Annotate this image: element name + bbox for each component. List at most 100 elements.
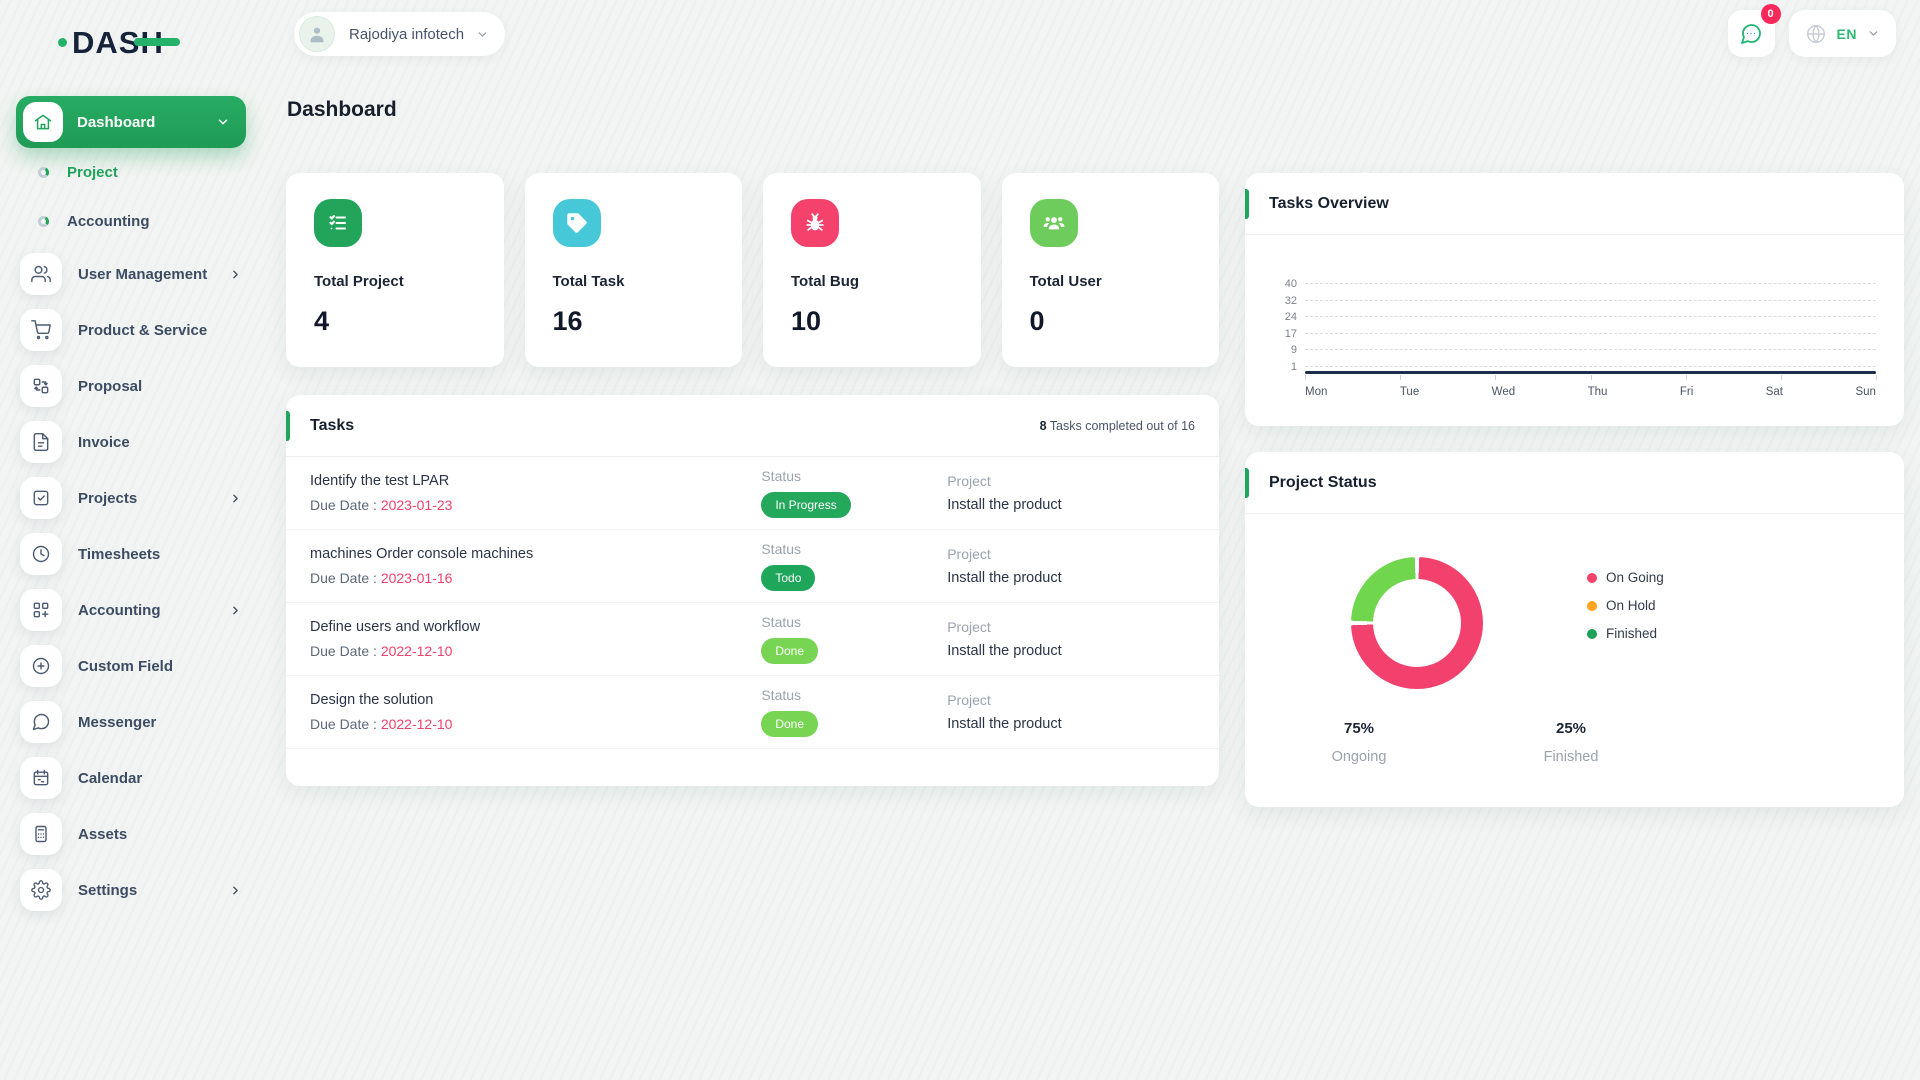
stat-card-total-task: Total Task 16 [524, 173, 742, 367]
task-due-date: Due Date : 2023-01-16 [310, 570, 453, 586]
task-row[interactable]: Define users and workflow Due Date : 202… [286, 603, 1219, 676]
sidebar-item-settings[interactable]: Settings [0, 862, 262, 918]
sidebar-item-label: Messenger [78, 713, 157, 731]
chevron-right-icon [233, 494, 238, 502]
project-status-header: Project Status [1245, 452, 1904, 514]
stat-value: 10 [791, 306, 822, 336]
project-label: Project [947, 546, 991, 562]
status-label: Status [761, 614, 802, 630]
task-title: Design the solution [310, 692, 434, 708]
stat-value: 0 [1029, 306, 1045, 336]
project-status-panel: Project Status On Going On Hold Finished… [1245, 452, 1904, 807]
chevron-down-icon [218, 119, 228, 125]
sidebar-item-product-service[interactable]: Product & Service [0, 302, 262, 358]
users-icon [20, 253, 62, 295]
x-axis-label: Tue [1399, 386, 1420, 398]
globe-icon [1806, 24, 1825, 43]
stat-value: 16 [552, 306, 583, 336]
y-axis-tick: 9 [1290, 344, 1297, 357]
sidebar-item-messenger[interactable]: Messenger [0, 694, 262, 750]
sidebar-item-project[interactable]: Project [0, 148, 262, 197]
checklist-icon [314, 199, 362, 247]
legend-dot [1587, 572, 1597, 583]
sidebar-item-assets[interactable]: Assets [0, 806, 262, 862]
bug-icon [791, 199, 839, 247]
stat-label: Total User [1029, 273, 1102, 290]
stat-label: Total Bug [791, 273, 860, 290]
stat-card-total-bug: Total Bug 10 [763, 173, 981, 367]
sidebar-item-calendar[interactable]: Calendar [0, 750, 262, 806]
notification-badge: 0 [1760, 4, 1781, 24]
sidebar-item-label: Custom Field [78, 657, 174, 675]
tasks-overview-chart: 40 32 24 17 9 1 Mon Tue Wed Thu Fri Sat … [1285, 278, 1877, 398]
project-value: Install the product [947, 570, 1062, 586]
sidebar-item-custom-field[interactable]: Custom Field [0, 638, 262, 694]
task-due-date: Due Date : 2023-01-23 [310, 497, 453, 513]
sidebar-item-dashboard[interactable]: Dashboard [16, 96, 246, 148]
x-axis-label: Wed [1491, 386, 1516, 398]
tasks-overview-panel: Tasks Overview 40 32 24 17 9 1 Mon Tue W… [1245, 173, 1904, 426]
task-row[interactable]: Identify the test LPAR Due Date : 2023-0… [286, 457, 1219, 530]
sidebar-item-label: Projects [78, 489, 138, 507]
stat-label: Finished [1543, 749, 1599, 765]
status-label: Status [761, 468, 802, 484]
task-title: machines Order console machines [310, 546, 534, 562]
task-due-date: Due Date : 2022-12-10 [310, 643, 453, 659]
sidebar-item-label: Timesheets [78, 545, 161, 563]
y-axis-tick: 1 [1290, 361, 1297, 373]
sidebar-item-proposal[interactable]: Proposal [0, 358, 262, 414]
sidebar-item-label: Assets [78, 825, 128, 843]
sidebar-item-label: User Management [78, 265, 208, 283]
chat-bubble-icon [1741, 23, 1761, 44]
status-badge: Done [761, 711, 819, 737]
brand-wordmark: DASH [72, 27, 180, 58]
x-axis-label: Mon [1305, 386, 1328, 398]
accent-bar [286, 411, 290, 441]
y-axis-tick: 24 [1284, 311, 1297, 324]
tasks-summary: 8 Tasks completed out of 16 [1040, 419, 1195, 433]
legend-item: On Hold [1587, 598, 1664, 613]
sidebar-item-invoice[interactable]: Invoice [0, 414, 262, 470]
stat-value: 4 [314, 306, 330, 336]
status-badge: In Progress [761, 492, 851, 518]
messages-button[interactable]: 0 [1727, 4, 1781, 57]
company-selector[interactable]: Rajodiya infotech [294, 12, 506, 56]
project-status-donut-chart [1351, 557, 1483, 689]
ongoing-stat: 75% Ongoing [1297, 720, 1421, 765]
workflow-icon [20, 365, 62, 407]
panel-title: Tasks [310, 416, 355, 434]
accent-bar [1245, 468, 1249, 498]
sidebar-item-accounting[interactable]: Accounting [0, 582, 262, 638]
stat-card-total-user: Total User 0 [1001, 173, 1219, 367]
status-badge: Done [761, 638, 819, 664]
brand-dot-icon [58, 37, 67, 47]
brand-logo[interactable]: DASH [58, 22, 180, 62]
sidebar: DASH Dashboard Project Accounting User M… [0, 0, 262, 1080]
sidebar-item-user-management[interactable]: User Management [0, 246, 262, 302]
bullet-icon [38, 167, 49, 178]
y-axis-tick: 17 [1284, 327, 1297, 340]
chevron-down-icon [1869, 31, 1878, 36]
topbar-actions: 0 EN [1727, 4, 1896, 57]
sidebar-item-accounting-sub[interactable]: Accounting [0, 197, 262, 246]
stat-label: Total Task [552, 273, 625, 290]
stat-label: Ongoing [1331, 749, 1387, 765]
language-selector[interactable]: EN [1788, 10, 1896, 57]
sidebar-nav: Dashboard Project Accounting User Manage… [0, 96, 262, 918]
task-row[interactable]: Design the solution Due Date : 2022-12-1… [286, 676, 1219, 749]
task-row[interactable]: machines Order console machines Due Date… [286, 530, 1219, 603]
sidebar-item-projects[interactable]: Projects [0, 470, 262, 526]
project-status-stats: 75% Ongoing 25% Finished [1297, 720, 1633, 765]
sidebar-item-label: Settings [78, 881, 138, 899]
project-label: Project [947, 473, 991, 489]
y-axis-tick: 32 [1284, 294, 1297, 307]
stat-value: 75% [1343, 720, 1375, 737]
tasks-overview-header: Tasks Overview [1245, 173, 1904, 235]
sidebar-item-timesheets[interactable]: Timesheets [0, 526, 262, 582]
task-title: Define users and workflow [310, 619, 481, 635]
x-axis-label: Sun [1855, 386, 1876, 398]
legend-dot [1587, 628, 1597, 639]
company-name: Rajodiya infotech [349, 25, 465, 43]
calculator-icon [20, 813, 62, 855]
panel-title: Tasks Overview [1269, 194, 1389, 212]
